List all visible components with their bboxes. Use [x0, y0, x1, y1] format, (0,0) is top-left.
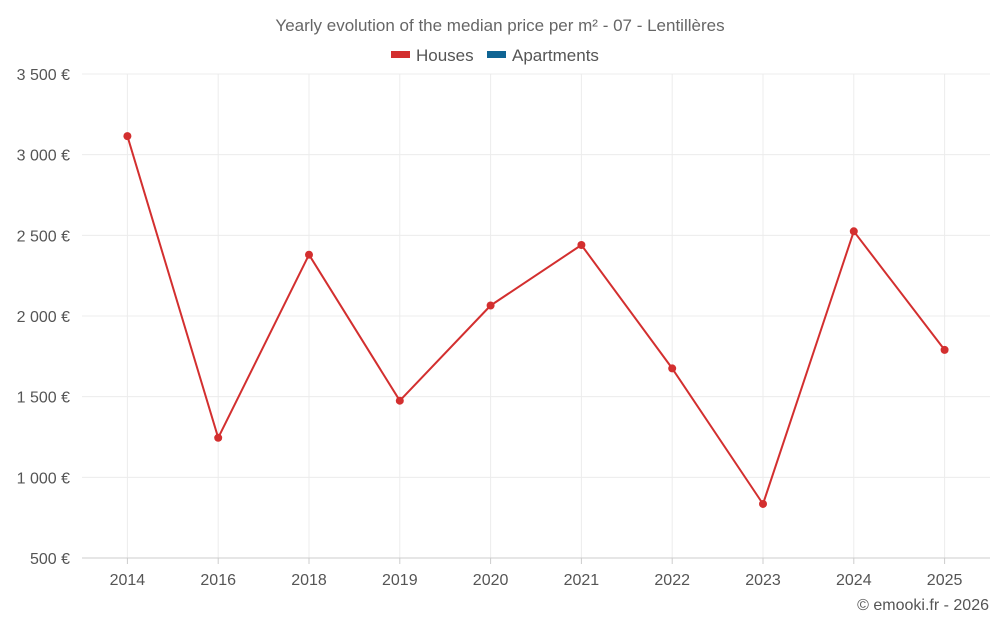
x-tick-label: 2014 [110, 572, 146, 589]
x-tick-label: 2025 [927, 572, 963, 589]
data-point-houses[interactable] [849, 227, 858, 236]
y-axis-ticks: 500 € 1 000 € 1 500 € 2 000 € 2 500 € 3 000 €… [17, 67, 70, 568]
data-point-houses[interactable] [668, 364, 677, 373]
y-tick-label: 500 € [30, 551, 70, 568]
x-tick-label: 2024 [836, 572, 872, 589]
y-tick-label: 3 000 € [17, 148, 70, 165]
legend[interactable]: Houses Apartments [391, 46, 599, 65]
series-line-houses [126, 135, 946, 505]
series-layer [123, 132, 949, 508]
x-gridlines [126, 74, 946, 558]
y-tick-label: 1 000 € [17, 470, 70, 487]
data-point-houses[interactable] [759, 499, 767, 508]
x-tick-label: 2016 [200, 572, 236, 589]
legend-swatch-apartments [487, 51, 506, 58]
credit-text: © emooki.fr - 2026 [857, 597, 989, 614]
y-tick-label: 2 000 € [17, 309, 70, 326]
data-point-houses[interactable] [577, 241, 586, 250]
data-point-houses[interactable] [214, 433, 223, 442]
x-tick-label: 2020 [473, 572, 509, 589]
data-point-houses[interactable] [395, 396, 404, 405]
x-tick-label: 2021 [564, 572, 600, 589]
y-tick-label: 1 500 € [17, 390, 70, 407]
legend-swatch-houses [391, 51, 410, 58]
x-tick-label: 2019 [382, 572, 418, 589]
y-gridlines [82, 73, 990, 478]
y-tick-label: 3 500 € [17, 67, 70, 84]
data-point-houses[interactable] [486, 301, 495, 310]
legend-label-apartments[interactable]: Apartments [512, 46, 599, 65]
data-point-houses[interactable] [940, 345, 949, 354]
x-tick-label: 2018 [291, 572, 327, 589]
data-point-houses[interactable] [123, 132, 132, 141]
data-point-houses[interactable] [305, 250, 313, 259]
y-tick-label: 2 500 € [17, 228, 70, 245]
x-axis-ticks: 2014 2016 2018 2019 2020 2021 2022 2023 2024 2025 [110, 558, 963, 589]
x-tick-label: 2022 [654, 572, 690, 589]
chart-title: Yearly evolution of the median price per… [275, 16, 724, 35]
legend-label-houses[interactable]: Houses [416, 46, 474, 65]
x-tick-label: 2023 [745, 572, 781, 589]
